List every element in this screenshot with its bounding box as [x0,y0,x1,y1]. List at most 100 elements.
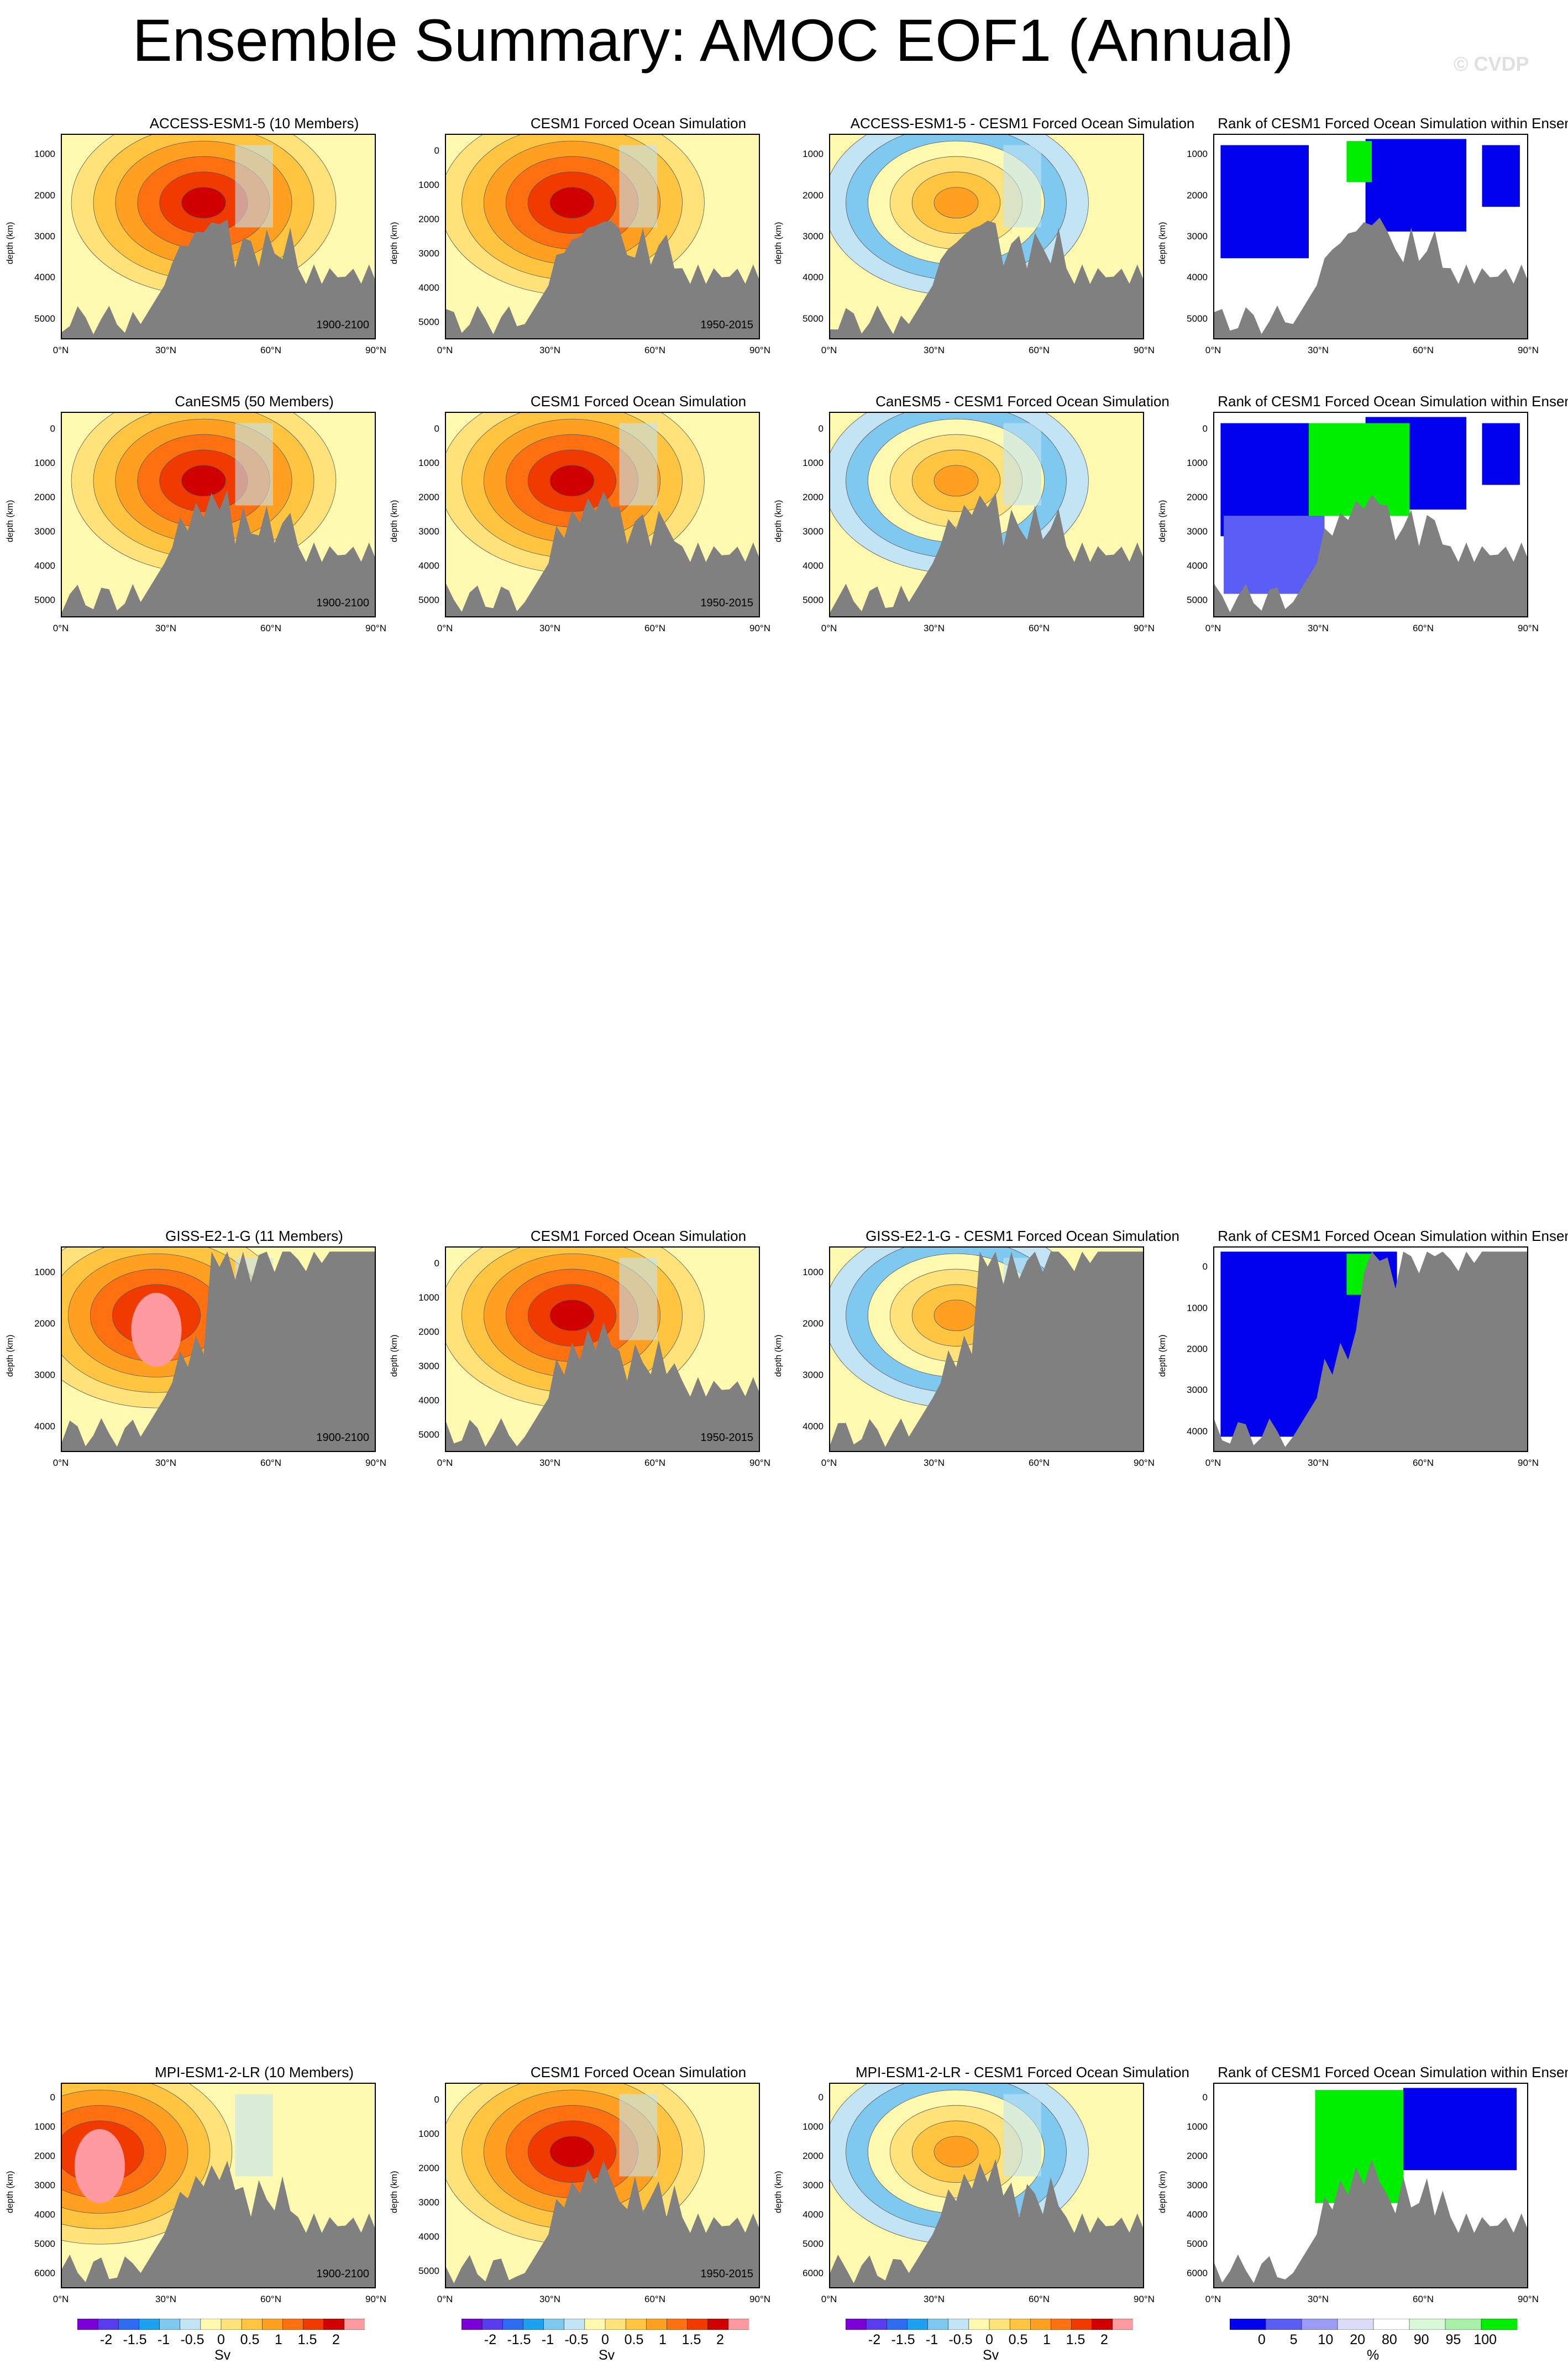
y-tick-label: 0 [1202,2092,1208,2103]
rank-low-region-0 [1220,145,1309,259]
contour-level-5 [934,465,979,497]
colorbar-label: -1.5 [507,2332,531,2347]
x-tick-label: 60°N [1029,623,1050,633]
x-tick-label: 0°N [53,345,69,355]
weak-region [619,2094,657,2177]
y-tick-label: 2000 [1187,492,1208,502]
x-tick-label: 90°N [365,345,386,355]
colorbar-swatch [968,2318,990,2330]
contour-level-5 [549,465,595,497]
x-tick-label: 0°N [1205,1458,1221,1468]
colorbar-label: 5 [1289,2332,1298,2347]
x-tick-label: 30°N [924,2294,945,2304]
land-mask [830,492,1143,616]
land-mask [1214,217,1527,338]
y-tick-label: 2000 [1187,1344,1208,1354]
land-mask [62,2161,375,2287]
y-tick-label: 4000 [418,282,439,293]
x-tick-label: 60°N [260,623,281,633]
y-tick-label: 1000 [418,458,439,468]
colorbar-swatch [728,2318,749,2330]
colorbar-label: 1 [275,2332,282,2347]
colorbar-label: -1.5 [123,2332,147,2347]
y-axis-label: depth (km) [1158,2171,1167,2213]
colorbar-swatch [1071,2318,1093,2330]
x-tick-label: 90°N [1518,345,1539,355]
plot-svg [62,1248,375,1451]
weak-region [235,2094,273,2177]
contour-level-5 [181,465,226,497]
plot-svg [1214,135,1527,338]
y-axis-label: depth (km) [390,2171,399,2213]
y-tick-label: 1000 [803,149,824,160]
colorbar-label: -1 [541,2332,554,2347]
colorbar-swatch [887,2318,908,2330]
colorbar-swatch [1337,2318,1374,2330]
y-tick-label: 0 [434,145,439,156]
colorbar-label: 0.5 [1008,2332,1028,2347]
y-tick-label: 1000 [34,149,55,160]
period-label: 1900-2100 [316,2268,369,2280]
y-tick-label: 5000 [34,595,55,605]
land-mask [446,491,759,616]
x-tick-label: 60°N [1029,345,1050,355]
panel-title: CanESM5 (50 Members) [175,393,334,410]
period-label: 1950-2015 [700,597,753,609]
y-tick-label: 4000 [34,560,55,571]
plot-area [1213,1246,1528,1452]
colorbar-label: 0 [1257,2332,1266,2347]
colorbar-swatch [1030,2318,1052,2330]
y-tick-label: 4000 [803,2209,824,2220]
y-tick-label: 4000 [1187,560,1208,571]
x-tick-label: 60°N [1413,623,1434,633]
y-tick-label: 1000 [418,180,439,190]
contour-level-5 [549,2136,595,2168]
panel-title: ACCESS-ESM1-5 - CESM1 Forced Ocean Simul… [850,115,1195,132]
contour-level-5 [934,187,979,219]
colorbar-swatch [1009,2318,1031,2330]
contour-level-5 [549,1299,595,1332]
x-tick-label: 0°N [53,2294,69,2304]
x-tick-label: 90°N [1518,623,1539,633]
colorbar-swatch [344,2318,365,2330]
y-axis-label: depth (km) [6,1334,15,1377]
contour-level-5 [934,2136,979,2168]
y-tick-label: 2000 [418,1327,439,1337]
colorbar-swatch [523,2318,544,2330]
weak-region [1003,2094,1041,2177]
x-tick-label: 0°N [437,623,453,633]
y-tick-label: 2000 [34,190,55,201]
period-label: 1950-2015 [700,319,753,331]
colorbar-swatch [180,2318,201,2330]
rank-low-region-2 [1482,145,1520,207]
y-axis-label: depth (km) [390,1334,399,1377]
colorbar-swatch [200,2318,222,2330]
colorbar-swatch [707,2318,729,2330]
panel-title: Rank of CESM1 Forced Ocean Simulation wi… [1218,2064,1568,2080]
y-tick-label: 0 [818,2092,824,2103]
x-tick-label: 30°N [155,623,176,633]
y-tick-label: 1000 [418,2129,439,2139]
x-tick-label: 60°N [644,1458,665,1468]
plot-svg [62,2084,375,2287]
y-tick-label: 3000 [803,231,824,242]
y-tick-label: 5000 [1187,313,1208,324]
y-tick-label: 5000 [34,313,55,324]
colorbar-swatch [989,2318,1010,2330]
y-axis-label: depth (km) [774,500,783,542]
colorbar-unit: Sv [214,2347,231,2363]
peak-region [131,1292,182,1367]
y-axis-label: depth (km) [774,1334,783,1377]
period-label: 1900-2100 [316,597,369,609]
colorbar-label: 1 [1043,2332,1051,2347]
panel-title: GISS-E2-1-G - CESM1 Forced Ocean Simulat… [866,1228,1179,1244]
y-tick-label: 3000 [34,526,55,537]
x-tick-label: 90°N [749,2294,770,2304]
x-tick-label: 60°N [644,623,665,633]
y-tick-label: 5000 [418,595,439,605]
colorbar-swatch [1229,2318,1266,2330]
y-tick-label: 3000 [803,526,824,537]
x-tick-label: 0°N [1205,2294,1221,2304]
x-tick-label: 0°N [821,623,837,633]
y-tick-label: 5000 [803,2239,824,2250]
